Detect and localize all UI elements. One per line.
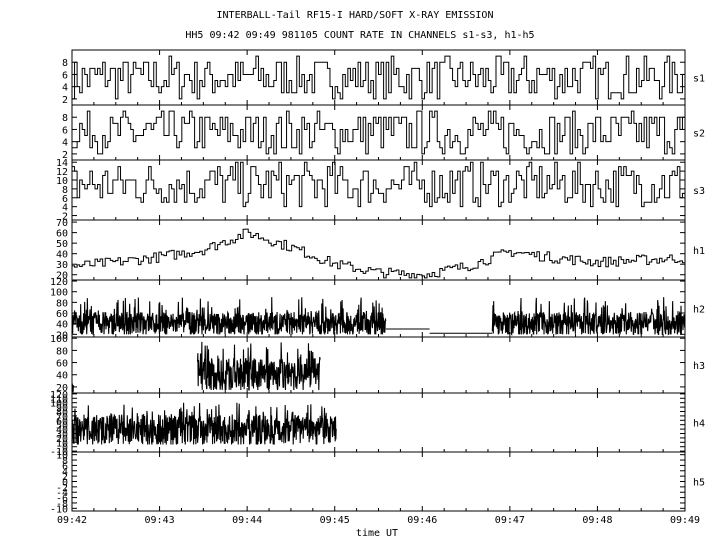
y-tick-label: 4	[62, 203, 68, 214]
channel-label: s1	[693, 74, 705, 85]
panel-frame	[71, 219, 686, 281]
y-tick-label: 12	[56, 167, 68, 178]
x-tick-label: 09:48	[582, 515, 612, 526]
chart-subtitle: HH5 09:42 09:49 981105 COUNT RATE IN CHA…	[185, 30, 534, 41]
y-tick-label: 2	[62, 150, 68, 161]
panel-frame	[71, 336, 686, 394]
y-tick-label: 6	[62, 461, 68, 472]
x-axis: 09:42 09:43 09:44 09:45 09:46 09:47 09:48 09:49	[57, 515, 700, 526]
y-tick-label: 80	[56, 346, 68, 357]
y-tick-label: 80	[56, 298, 68, 309]
panel-frame	[71, 451, 686, 512]
series-line	[72, 228, 685, 279]
y-tick-label: 10	[56, 438, 68, 449]
channel-label: h2	[693, 305, 705, 316]
series-line	[72, 110, 685, 155]
y-tick-label: 110	[50, 394, 68, 405]
y-tick-label: 10	[56, 176, 68, 187]
y-tick-label: 30	[56, 430, 68, 441]
y-tick-label: 2	[62, 95, 68, 106]
x-tick-label: 09:46	[407, 515, 437, 526]
y-tick-label: 14	[56, 158, 68, 169]
y-tick-label: -10	[50, 447, 68, 458]
series-line	[491, 297, 686, 336]
y-tick-label: 60	[56, 309, 68, 320]
y-tick-label: 70	[56, 412, 68, 423]
y-tick-label: 6	[62, 125, 68, 136]
y-tick-label: 40	[56, 425, 68, 436]
x-tick-label: 09:43	[145, 515, 175, 526]
y-tick-label: 40	[56, 250, 68, 261]
y-tick-label: 0	[62, 443, 68, 454]
channel-label: h1	[693, 246, 705, 257]
series-line	[71, 297, 387, 335]
y-tick-label: 20	[56, 434, 68, 445]
y-tick-label: 4	[62, 138, 68, 149]
y-tick-label: 120	[50, 390, 68, 401]
y-tick-label: -4	[56, 488, 68, 499]
channel-label: h5	[693, 478, 705, 489]
channel-label: s2	[693, 129, 705, 140]
series-line	[72, 55, 685, 100]
y-tick-label: 8	[62, 456, 68, 467]
series-line	[71, 402, 337, 445]
series-line	[196, 341, 321, 391]
y-tick-label: 20	[56, 383, 68, 394]
y-tick-label: -8	[56, 499, 68, 510]
y-tick-label: 0	[62, 478, 68, 489]
y-tick-label: -6	[56, 494, 68, 505]
y-tick-label: 30	[56, 260, 68, 271]
x-axis-label: time UT	[356, 528, 398, 539]
y-tick-label: 40	[56, 320, 68, 331]
y-tick-label: 40	[56, 371, 68, 382]
y-tick-label: 8	[62, 58, 68, 69]
y-tick-label: 2	[62, 472, 68, 483]
y-tick-label: 8	[62, 185, 68, 196]
y-tick-label: 120	[50, 277, 68, 288]
y-tick-label: 2	[62, 212, 68, 223]
x-tick-label: 09:45	[320, 515, 350, 526]
y-tick-label: 60	[56, 229, 68, 240]
y-tick-label: 80	[56, 407, 68, 418]
panels: 2468s12468s22468101214s3203040506070h120…	[50, 49, 705, 516]
y-tick-label: 6	[62, 194, 68, 205]
y-tick-label: 100	[50, 399, 68, 410]
y-tick-label: 60	[56, 416, 68, 427]
panel-s2: 24 68 s2	[62, 104, 705, 161]
series-line	[72, 161, 685, 208]
x-tick-label: 09:44	[232, 515, 262, 526]
channel-label: h3	[693, 361, 705, 372]
x-tick-label: 09:47	[495, 515, 525, 526]
y-tick-label: 4	[62, 83, 68, 94]
panel-s1: 24 68 s1	[62, 49, 705, 106]
y-tick-label: 50	[56, 239, 68, 250]
y-tick-label: 100	[50, 288, 68, 299]
y-tick-label: 60	[56, 359, 68, 370]
y-tick-label: 90	[56, 403, 68, 414]
y-tick-label: 4	[62, 467, 68, 478]
y-tick-label: -10	[50, 504, 68, 515]
channel-label: h4	[693, 419, 705, 430]
y-tick-label: 100	[50, 334, 68, 345]
y-tick-label: 20	[56, 330, 68, 341]
chart-title: INTERBALL-Tail RF15-I HARD/SOFT X-RAY EM…	[217, 10, 494, 21]
y-tick-label: -2	[56, 483, 68, 494]
series-line	[71, 383, 75, 393]
y-tick-label: 70	[56, 218, 68, 229]
y-tick-label: 8	[62, 113, 68, 124]
channel-label: s3	[693, 186, 705, 197]
x-tick-label: 09:42	[57, 515, 87, 526]
y-tick-label: 20	[56, 271, 68, 282]
y-tick-label: 50	[56, 421, 68, 432]
y-tick-label: 6	[62, 70, 68, 81]
x-tick-label: 09:49	[670, 515, 700, 526]
y-tick-label: 10	[56, 451, 68, 462]
